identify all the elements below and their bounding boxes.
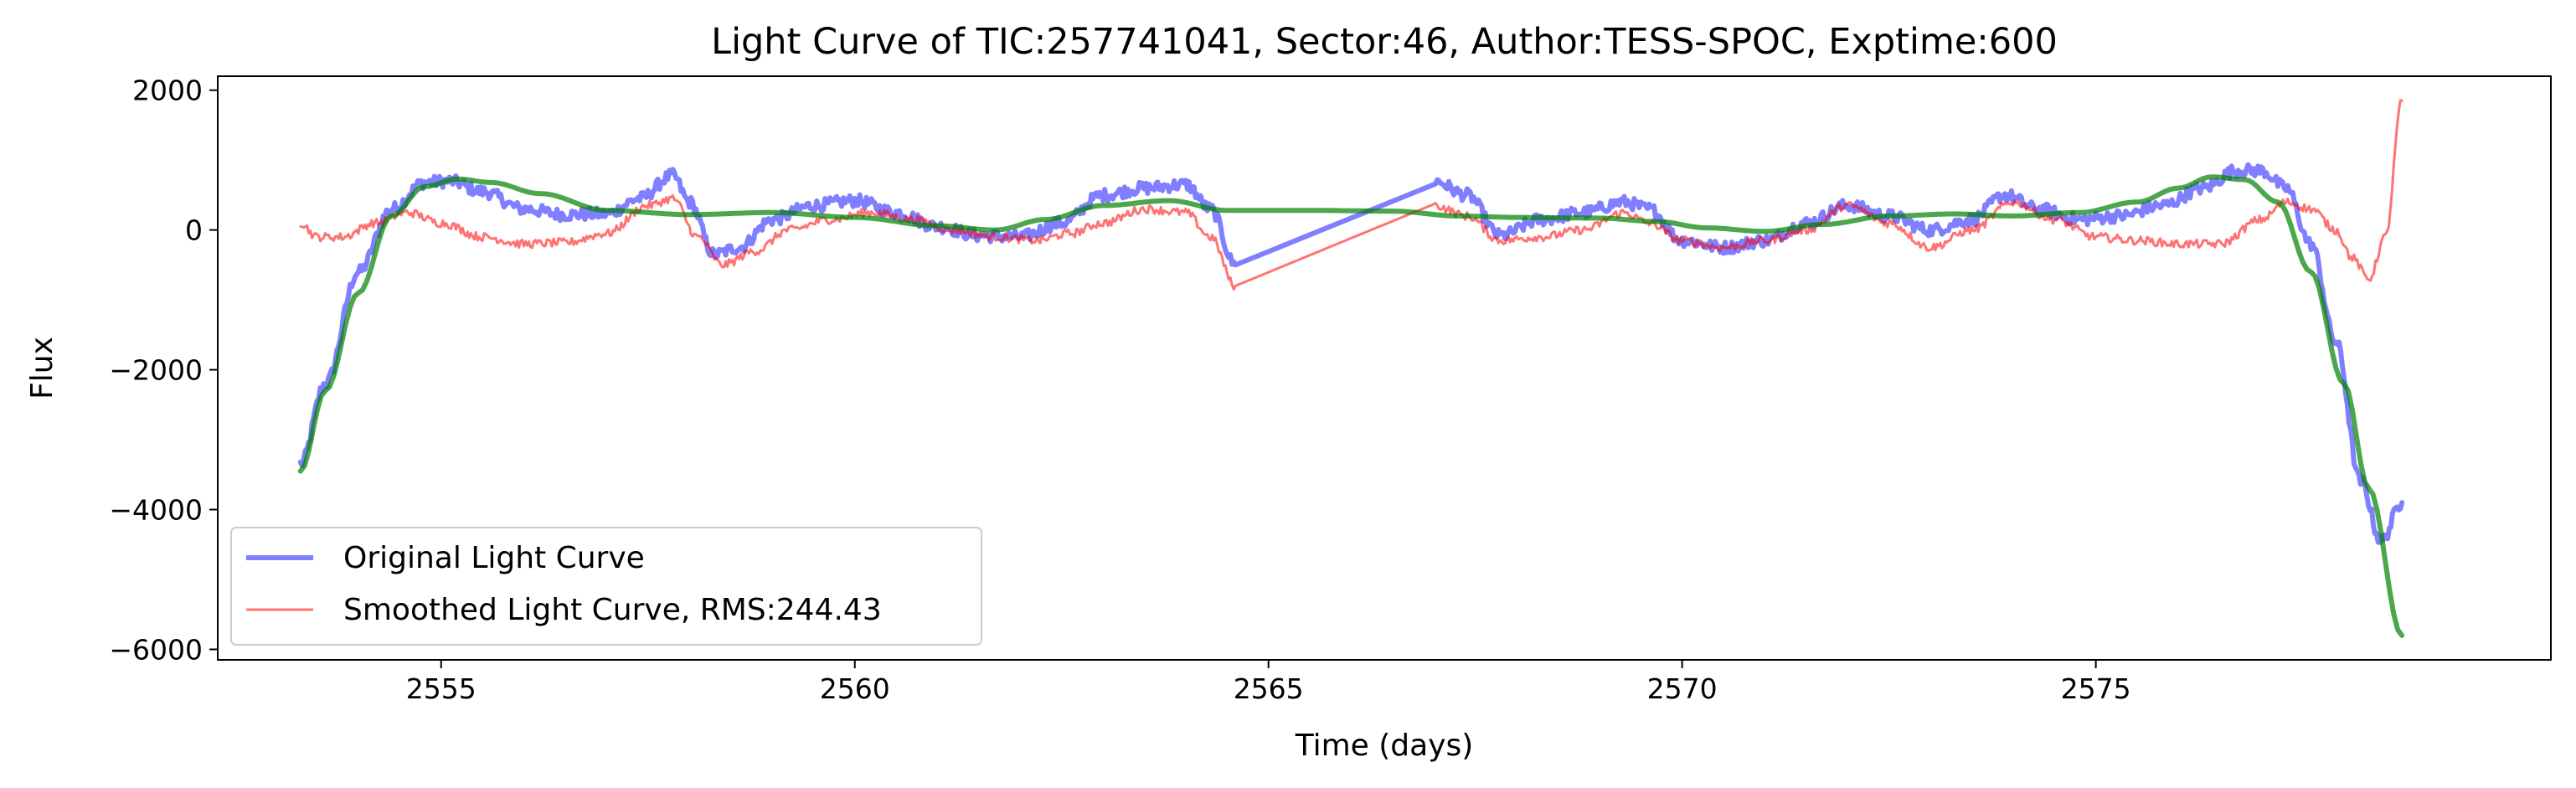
plot-area: [297, 99, 2405, 638]
y-axis-title: Flux: [25, 337, 59, 399]
x-tick-label: 2560: [820, 672, 890, 705]
x-tick-label: 2575: [2061, 672, 2131, 705]
x-axis: 2555 2560 2565 2570 2575: [406, 660, 2131, 705]
legend-label-original: Original Light Curve: [343, 541, 645, 575]
x-tick-label: 2555: [406, 672, 477, 705]
x-tick-label: 2565: [1234, 672, 1304, 705]
y-tick-label: −6000: [109, 633, 203, 666]
y-tick-label: −2000: [109, 354, 203, 387]
x-axis-title: Time (days): [1295, 729, 1474, 763]
legend-frame: [230, 527, 982, 646]
legend: Original Light Curve Smoothed Light Curv…: [230, 527, 982, 646]
original-light-curve: [297, 162, 2405, 545]
legend-label-smoothed: Smoothed Light Curve, RMS:244.43: [343, 593, 882, 627]
axes-frame: [217, 75, 2552, 661]
y-axis: 2000 0 −2000 −4000 −6000: [109, 75, 218, 666]
fit-curve: [297, 174, 2405, 638]
y-tick-label: 2000: [132, 75, 203, 107]
y-tick-label: −4000: [109, 494, 203, 527]
y-tick-label: 0: [185, 214, 203, 247]
smoothed-light-curve: [299, 99, 2403, 291]
chart-title: Light Curve of TIC:257741041, Sector:46,…: [711, 21, 2058, 63]
x-tick-label: 2570: [1647, 672, 1718, 705]
